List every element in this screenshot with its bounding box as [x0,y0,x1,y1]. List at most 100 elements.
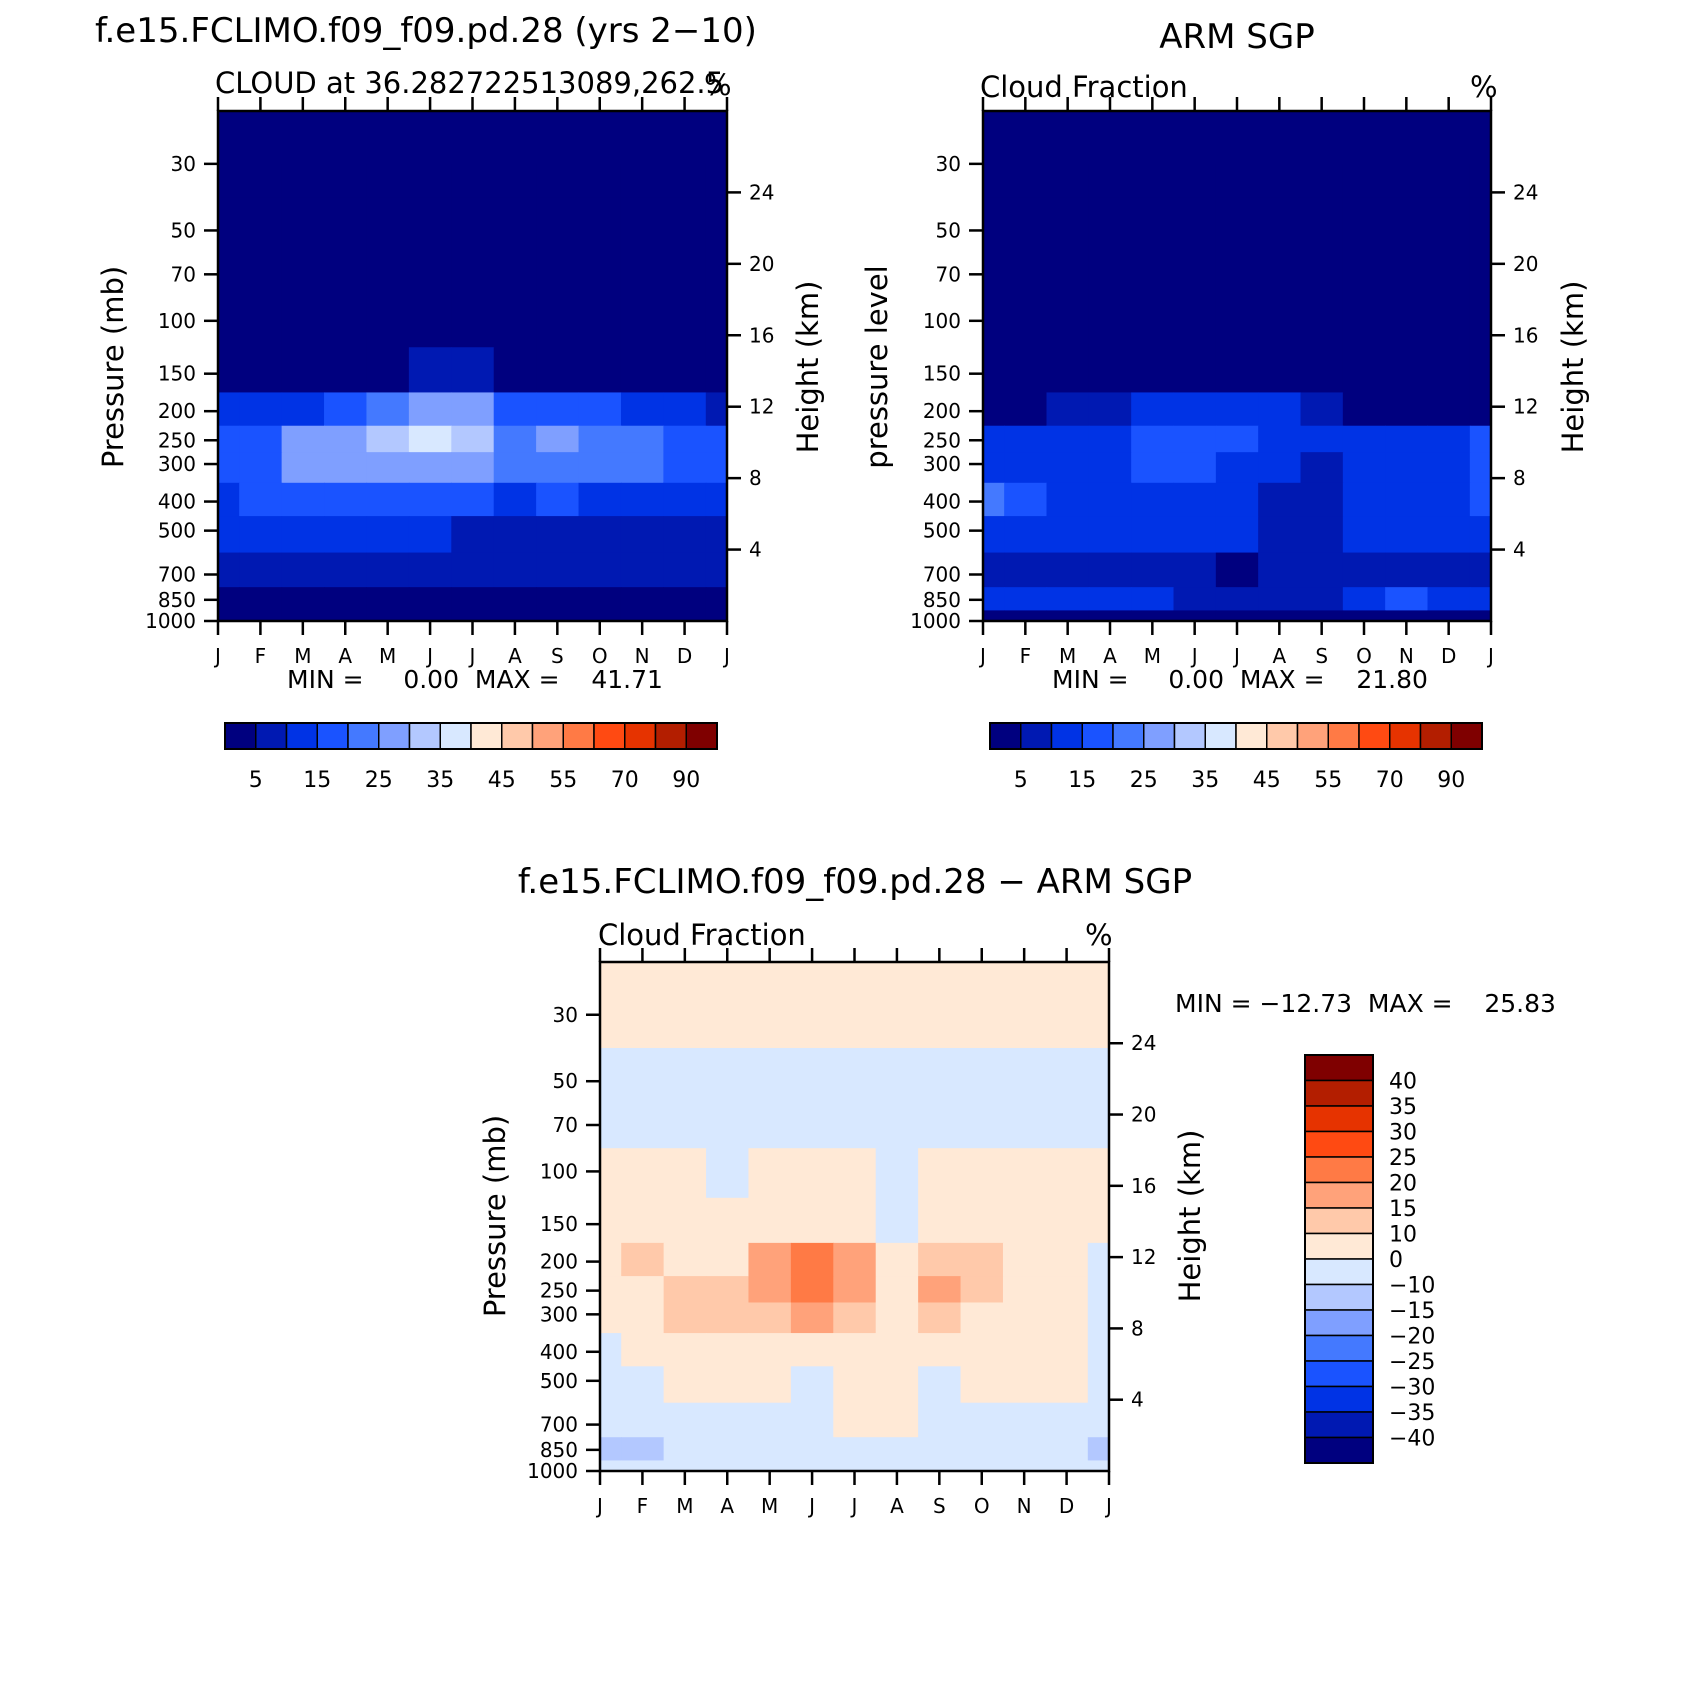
x-tick-label: J [722,644,730,668]
heatmap-cell [1088,482,1132,517]
heatmap-cell [451,163,495,198]
heatmap-cell [600,1333,622,1367]
heatmap-cell [833,1242,877,1277]
heatmap-cell [663,482,707,517]
colorbar-obs: 5 15 25 35 45 55 70 90 [989,722,1483,793]
heatmap-cell [1002,1242,1046,1277]
heatmap-cell [1342,252,1386,299]
heatmap-cell [218,297,240,348]
heatmap-cell [663,1103,707,1149]
heatmap-cell [1469,552,1492,588]
x-tick-label: J [425,644,433,668]
heatmap-cell [324,297,368,348]
colorbar-label: −25 [1389,1350,1435,1375]
colorbar-label: 35 [426,768,454,793]
heatmap-cell [366,163,410,198]
x-tick-label: M [294,644,311,668]
y2-tick-label: 16 [1513,323,1538,347]
colorbar-label: 5 [249,768,263,793]
heatmap-cell [790,1276,834,1304]
heatmap-cell [833,1197,877,1244]
colorbar-swatch [562,722,595,750]
heatmap-cell [239,297,283,348]
heatmap-cell [324,163,368,198]
colorbar-swatch [1304,1385,1374,1413]
heatmap-cell-top-band [600,962,1109,1016]
x-tick-label: D [1441,644,1456,668]
x-tick-label: J [1486,644,1494,668]
heatmap-cell [1258,197,1302,253]
heatmap-cell [918,1437,962,1462]
heatmap-cell [1002,1276,1046,1304]
colorbar-label: −30 [1389,1376,1435,1401]
x-tick-label: F [255,644,267,668]
heatmap-cell [705,347,728,394]
colorbar-swatch [1266,722,1299,750]
heatmap-cell [1469,516,1492,554]
heatmap-cell [536,516,580,554]
heatmap-cell [790,1460,834,1472]
y-tick-label: 700 [158,563,196,587]
heatmap-cell [875,1402,919,1438]
heatmap-cell [218,392,240,427]
heatmap-cell [1173,482,1217,517]
heatmap-cell [536,425,580,453]
y2-tick-label: 8 [1131,1316,1144,1340]
heatmap-cell [1215,482,1259,517]
heatmap-cell [451,552,495,588]
heatmap-cell [451,347,495,394]
heatmap-cell [1342,516,1386,554]
heatmap-cell [600,1460,622,1472]
colorbar-swatch [439,722,472,750]
heatmap-cell [493,197,537,253]
heatmap-cell [960,1460,1004,1472]
heatmap-cell [1004,516,1048,554]
y-tick-label: 500 [923,519,961,543]
heatmap-cell [1045,1333,1089,1367]
heatmap-cell [1088,516,1132,554]
y2-tick-label: 4 [1131,1388,1144,1412]
heatmap-cell [218,163,240,198]
heatmap-cell [790,1402,834,1438]
heatmap-cell [1087,1437,1110,1462]
heatmap-cell [983,587,1005,612]
heatmap-cell [960,1402,1004,1438]
colorbar-swatch [1304,1334,1374,1362]
heatmap-cell [663,425,707,453]
heatmap-cell [281,197,325,253]
heatmap-cell [218,610,240,622]
heatmap-cell [663,1047,707,1104]
heatmap-cell [408,347,452,394]
panel-model-stats: MIN = 0.00 MAX = 41.71 [287,665,663,694]
heatmap-cell [1002,1437,1046,1462]
heatmap-cell [1215,347,1259,394]
heatmap-cell [239,425,283,453]
heatmap-cell [1131,197,1175,253]
heatmap-cell [918,1366,962,1404]
colorbar-frame [1304,1054,1374,1464]
heatmap-cell [790,1333,834,1367]
heatmap-cell [1342,347,1386,394]
heatmap-cell [1002,1047,1046,1104]
colorbar-label: 45 [488,768,516,793]
heatmap-cell [600,1047,622,1104]
y-tick-label: 30 [553,1003,578,1027]
heatmap-cell [875,1047,919,1104]
heatmap-cell [281,610,325,622]
heatmap-cell [324,610,368,622]
heatmap-cell [706,1460,750,1472]
heatmap-cell [620,482,664,517]
heatmap-cell [875,1103,919,1149]
heatmap-cell [706,1437,750,1462]
heatmap-cell [239,163,283,198]
y-tick-label: 250 [923,428,961,452]
heatmap-cell [1215,452,1259,484]
colorbar-swatch [1304,1283,1374,1311]
panel-diff-ylabel-right: Height (km) [1173,1130,1207,1303]
heatmap-cell [748,1402,792,1438]
heatmap-cell [833,1302,877,1334]
heatmap-cell [705,197,728,253]
heatmap-cell [578,425,622,453]
heatmap-cell [1342,197,1386,253]
heatmap-cell [663,587,707,612]
